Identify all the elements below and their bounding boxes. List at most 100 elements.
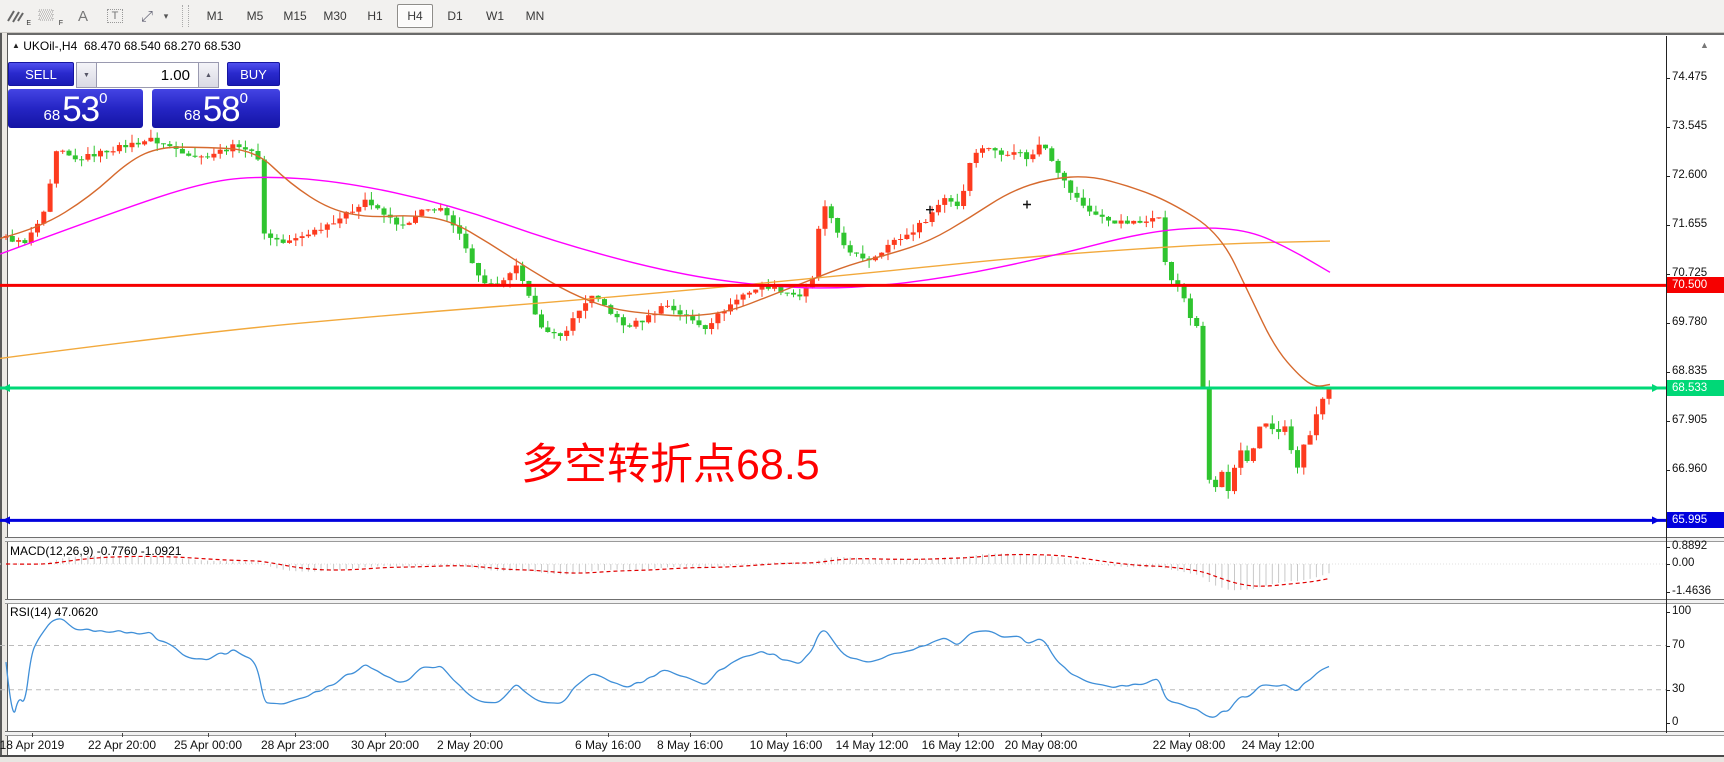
annotation-text: 多空转折点68.5 <box>521 441 820 489</box>
time-axis-tick <box>208 733 209 737</box>
volume-increase-button[interactable]: ▲ <box>198 62 219 88</box>
toolbar-separator <box>182 5 189 27</box>
timeframe-button-h4[interactable]: H4 <box>397 4 433 28</box>
price-axis-label: 71.655 <box>1672 218 1708 230</box>
timeframe-button-m1[interactable]: M1 <box>206 9 224 23</box>
time-axis-tick <box>295 733 296 737</box>
time-axis-label: 30 Apr 20:00 <box>350 738 420 752</box>
time-axis-label: 10 May 16:00 <box>749 738 823 752</box>
macd-axis-label: 0.8892 <box>1672 540 1708 552</box>
time-axis-tick <box>122 733 123 737</box>
sell-price-panel[interactable]: 68 53 0 <box>8 89 143 128</box>
chart-window-top-border <box>0 33 1724 38</box>
time-axis-tick <box>608 733 609 737</box>
timeframe-button-d1[interactable]: D1 <box>447 9 463 23</box>
price-axis-tick <box>1666 225 1670 226</box>
window-bottom-edge <box>0 755 1724 762</box>
volume-input[interactable] <box>97 62 198 88</box>
arrows-icon[interactable]: ⤢ <box>140 7 153 25</box>
text-label-icon[interactable]: A <box>77 7 88 25</box>
symbol-info-line: ▲ UKOil-,H4 68.470 68.540 68.270 68.530 <box>12 39 241 53</box>
chart-objects-icon[interactable]: E <box>6 5 32 27</box>
rsi-label: RSI(14) 47.0620 <box>10 605 99 619</box>
time-axis-label: 14 May 12:00 <box>835 738 909 752</box>
time-axis-tick <box>1041 733 1042 737</box>
price-axis-label: 70.725 <box>1672 267 1708 279</box>
price-axis-tick <box>1666 78 1670 79</box>
time-axis-tick <box>786 733 787 737</box>
time-axis-label: 22 Apr 20:00 <box>87 738 157 752</box>
rsi-panel-canvas[interactable] <box>0 602 1666 731</box>
time-axis-tick <box>1278 733 1279 737</box>
macd-axis-tick <box>1666 547 1670 548</box>
macd-axis-label: 0.00 <box>1672 557 1695 569</box>
time-axis-label: 22 May 08:00 <box>1152 738 1226 752</box>
time-axis-label: 6 May 16:00 <box>574 738 642 752</box>
macd-panel-canvas[interactable] <box>0 541 1666 599</box>
time-axis-separator <box>5 731 1724 736</box>
timeframe-button-m5[interactable]: M5 <box>246 9 264 23</box>
rsi-axis-label: 100 <box>1672 605 1692 617</box>
chart-window-left-border <box>0 33 8 760</box>
time-axis-label: 18 Apr 2019 <box>0 738 65 752</box>
grid-icon[interactable]: F <box>38 5 64 27</box>
timeframe-group: M1 M5 M15 M30 H1 H4 D1 W1 MN <box>195 4 555 28</box>
price-axis-tick <box>1666 127 1670 128</box>
buy-points: 58 <box>202 90 241 129</box>
price-axis-tick <box>1666 176 1670 177</box>
time-axis-label: 24 May 12:00 <box>1241 738 1315 752</box>
time-axis-label: 2 May 20:00 <box>436 738 504 752</box>
time-axis-label: 25 Apr 00:00 <box>173 738 243 752</box>
timeframe-button-w1[interactable]: W1 <box>486 9 504 23</box>
macd-axis-label: -1.4636 <box>1672 585 1712 597</box>
toolbar: E F A T ⤢ ▾ M1 M5 M15 M30 H1 H4 D1 W1 MN <box>0 0 1724 33</box>
sell-points: 53 <box>62 90 100 129</box>
volume-decrease-button[interactable]: ▼ <box>76 62 97 88</box>
time-axis-tick <box>385 733 386 737</box>
time-axis-tick <box>958 733 959 737</box>
price-axis-label: 67.905 <box>1672 414 1708 426</box>
price-badge: 68.533 <box>1667 380 1724 396</box>
timeframe-button-m30[interactable]: M30 <box>323 9 347 23</box>
macd-axis-tick <box>1666 592 1670 593</box>
buy-big-figure: 68 <box>184 107 201 124</box>
chart-scroll-icon[interactable]: ▲ <box>1700 40 1709 50</box>
time-axis-tick <box>872 733 873 737</box>
price-axis-label: 74.475 <box>1672 71 1708 83</box>
time-axis-tick <box>32 733 33 737</box>
price-axis-line <box>1666 36 1667 733</box>
dropdown-caret-icon[interactable]: ▾ <box>163 10 169 21</box>
timeframe-button-h1[interactable]: H1 <box>367 9 383 23</box>
buy-button[interactable]: BUY <box>227 62 280 86</box>
time-axis-label: 28 Apr 23:00 <box>260 738 330 752</box>
macd-panel-separator[interactable] <box>5 537 1724 542</box>
price-axis-label: 72.600 <box>1672 169 1708 181</box>
price-badge: 65.995 <box>1667 512 1724 528</box>
time-axis-label: 20 May 08:00 <box>1004 738 1078 752</box>
macd-label: MACD(12,26,9) -0.7760 -1.0921 <box>10 544 182 558</box>
text-box-icon[interactable]: T <box>102 5 128 27</box>
time-axis-label: 8 May 16:00 <box>656 738 724 752</box>
rsi-axis-tick <box>1666 723 1670 724</box>
timeframe-button-m15[interactable]: M15 <box>283 9 307 23</box>
macd-axis-tick <box>1666 564 1670 565</box>
time-axis-label: 16 May 12:00 <box>921 738 995 752</box>
price-axis-label: 73.545 <box>1672 120 1708 132</box>
sell-button[interactable]: SELL <box>8 62 74 86</box>
price-axis-label: 68.835 <box>1672 365 1708 377</box>
collapse-icon[interactable]: ▲ <box>12 41 20 50</box>
rsi-axis-label: 0 <box>1672 716 1679 728</box>
price-axis-tick <box>1666 274 1670 275</box>
symbol-period-label: UKOil-,H4 <box>23 39 78 53</box>
time-axis-tick <box>1189 733 1190 737</box>
rsi-axis-label: 30 <box>1672 683 1685 695</box>
rsi-panel-separator[interactable] <box>5 599 1724 604</box>
main-chart-canvas[interactable] <box>0 36 1666 538</box>
price-axis-tick <box>1666 421 1670 422</box>
time-axis-tick <box>470 733 471 737</box>
sell-big-figure: 68 <box>43 107 61 124</box>
timeframe-button-mn[interactable]: MN <box>525 9 545 23</box>
rsi-axis-label: 70 <box>1672 639 1685 651</box>
buy-price-panel[interactable]: 68 58 0 <box>152 89 280 128</box>
rsi-axis-tick <box>1666 690 1670 691</box>
